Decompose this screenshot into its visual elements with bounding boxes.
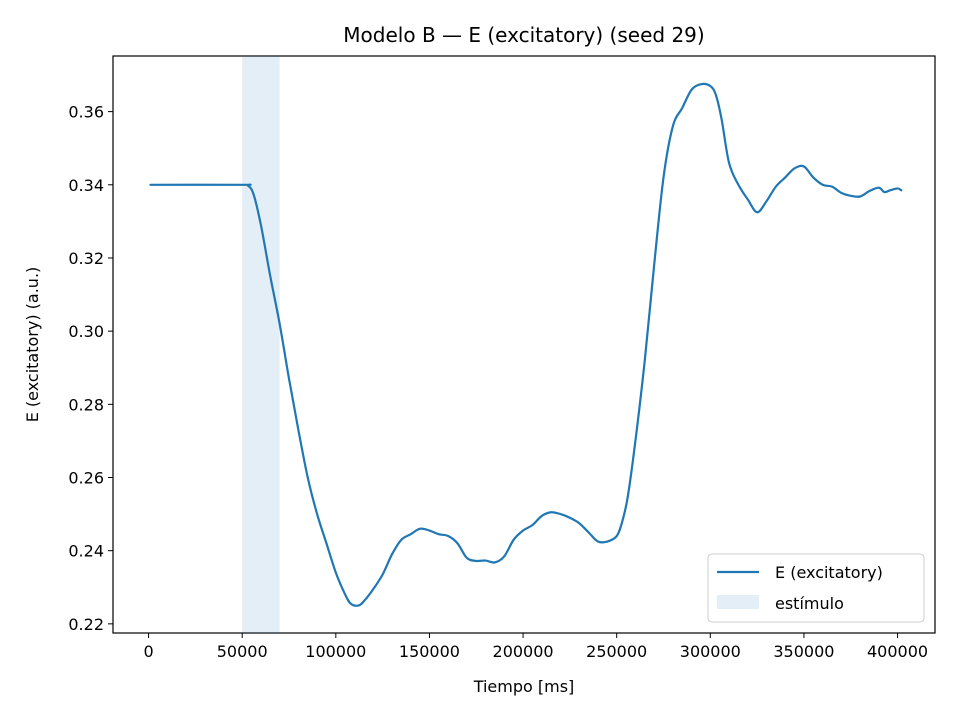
shaded-region-group — [242, 56, 280, 633]
legend-label-series: E (excitatory) — [775, 563, 883, 582]
x-tick-label: 150000 — [399, 642, 460, 661]
x-tick-label: 250000 — [586, 642, 647, 661]
stimulus-region — [242, 56, 280, 633]
x-tick-label: 300000 — [680, 642, 741, 661]
x-ticks: 0 50000 100000 150000 200000 250000 300000 3500… — [143, 633, 928, 661]
y-tick-label: 0.28 — [68, 395, 104, 414]
x-tick-label: 0 — [143, 642, 153, 661]
y-tick-label: 0.22 — [68, 615, 104, 634]
x-tick-label: 100000 — [305, 642, 366, 661]
y-tick-label: 0.30 — [68, 322, 104, 341]
y-tick-label: 0.26 — [68, 468, 104, 487]
series-line-group — [149, 82, 903, 607]
x-tick-label: 400000 — [867, 642, 928, 661]
y-tick-label: 0.32 — [68, 249, 104, 268]
chart-title: Modelo B — E (excitatory) (seed 29) — [343, 23, 704, 47]
legend: E (excitatory) estímulo — [707, 553, 925, 623]
x-axis-title: Tiempo [ms] — [473, 677, 575, 696]
y-tick-label: 0.36 — [68, 103, 104, 122]
y-axis-title: E (excitatory) (a.u.) — [23, 267, 42, 423]
x-tick-label: 50000 — [217, 642, 268, 661]
legend-shade-swatch — [717, 595, 759, 609]
series-line-0 — [149, 82, 903, 607]
x-tick-label: 350000 — [773, 642, 834, 661]
y-ticks: 0.22 0.24 0.26 0.28 0.30 0.32 0.34 0.36 — [68, 103, 113, 634]
y-tick-label: 0.24 — [68, 542, 104, 561]
legend-box — [707, 553, 925, 623]
plot-area — [112, 55, 936, 634]
x-tick-label: 200000 — [493, 642, 554, 661]
legend-label-stimulus: estímulo — [775, 594, 844, 613]
y-tick-label: 0.34 — [68, 176, 104, 195]
